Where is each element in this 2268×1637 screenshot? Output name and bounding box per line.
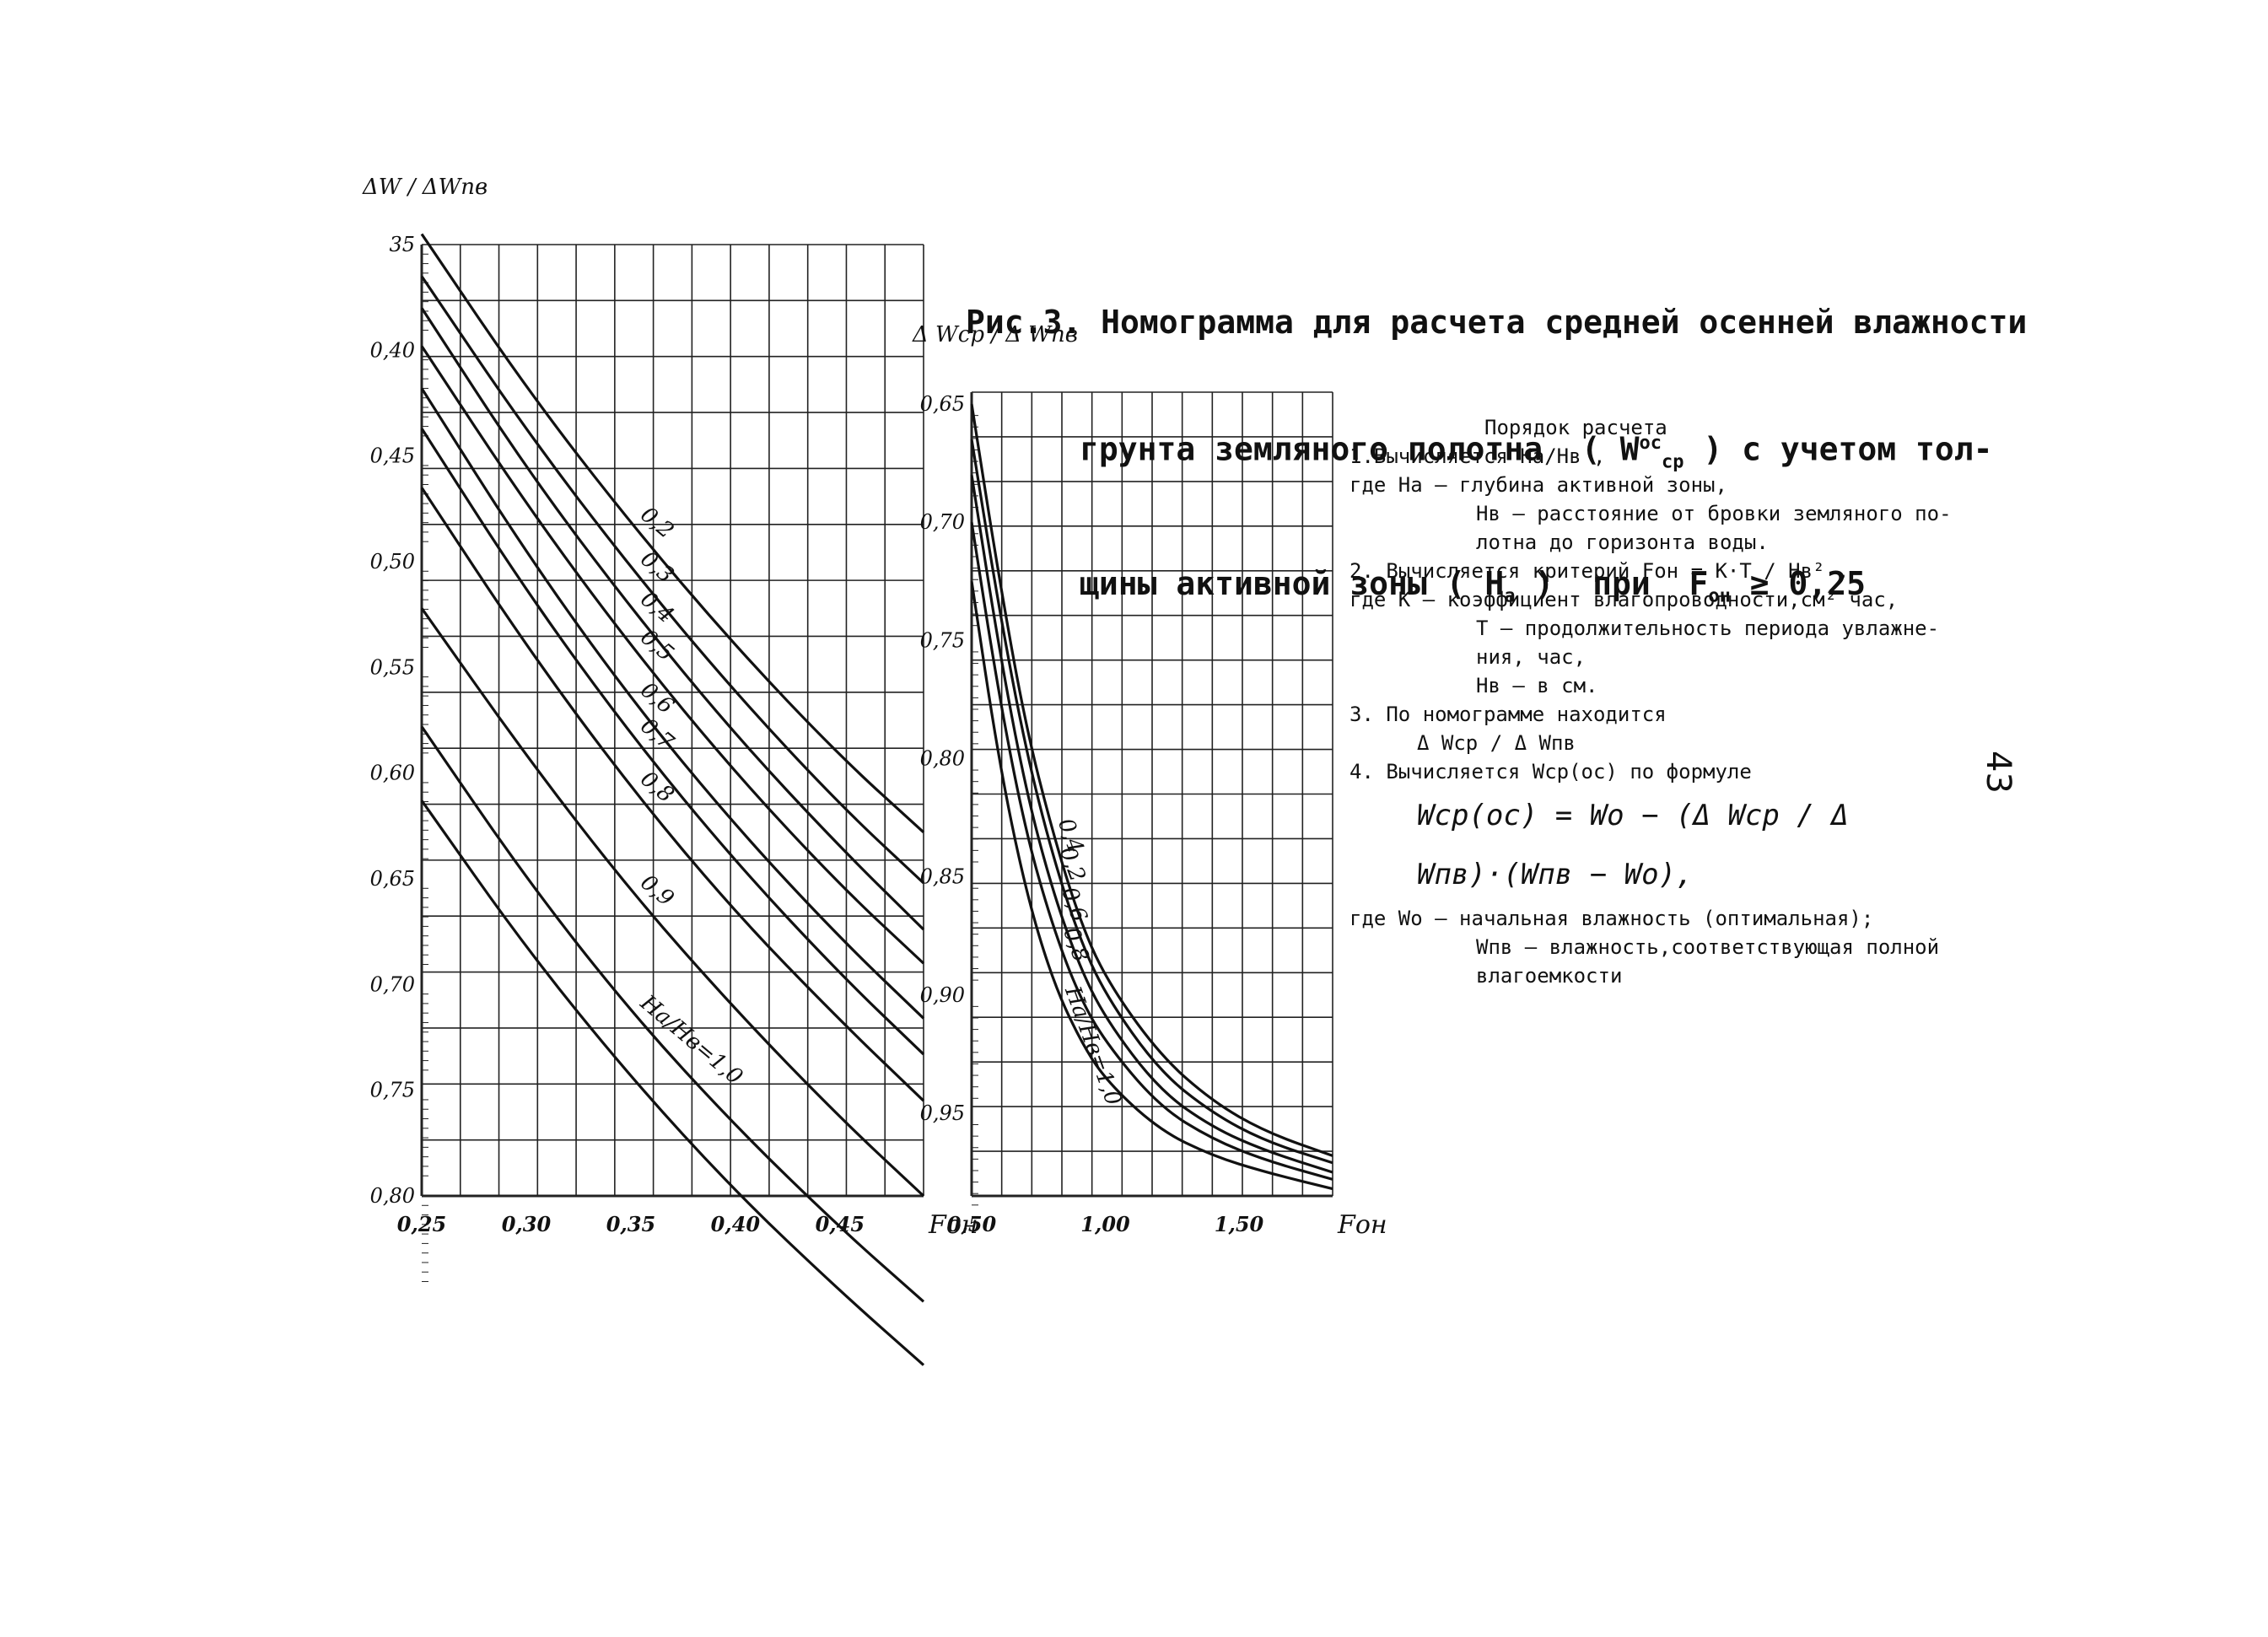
procedure-step-3-fraction: Δ Wср / Δ Wпв (1417, 731, 1576, 755)
x-tick-label: 0,40 (711, 1212, 761, 1236)
procedure-def-4b: Wпв – влажность,соответствующая полной (1476, 935, 1940, 959)
x-tick-label: 0,25 (397, 1212, 446, 1236)
procedure-formula: Wср(ос) = Wо − (Δ Wср / Δ Wпв)·(Wпв − Wо… (1417, 799, 1849, 891)
curve-label: 0,9 (635, 870, 678, 912)
curve-series-line (420, 725, 925, 1303)
curve-series-line (420, 387, 925, 1020)
curve-series-line (420, 307, 925, 931)
y-tick-label: 0,65 (370, 867, 415, 891)
procedure-step-1: 1.Вычисляется Hа/Hв , (1349, 444, 1606, 468)
x-axis-label: Fон (1337, 1210, 1387, 1240)
x-tick-label: 0,30 (502, 1212, 552, 1236)
procedure-def-1c: лотна до горизонта воды. (1476, 530, 1769, 554)
procedure-def-1b: Hв – расстояние от бровки земляного по- (1476, 502, 1952, 525)
procedure-step-3: 3. По номограмме находится (1349, 703, 1667, 726)
y-tick-label: 0,95 (920, 1101, 965, 1125)
procedure-def-2c: ния, час, (1476, 645, 1587, 669)
left-nomogram: 35 0,40 0,45 0,50 0,55 0,60 0,65 0,70 0,75 0,80 0,… (362, 175, 978, 1366)
x-tick-label: 0,35 (606, 1212, 655, 1236)
y-axis-label: ΔW / ΔWпв (362, 175, 488, 200)
procedure-def-2d: Hв – в см. (1476, 674, 1598, 697)
procedure-def-1a: где Hа – глубина активной зоны, (1349, 473, 1727, 497)
curve-series-line (420, 428, 925, 1056)
x-tick-label: 1,50 (1215, 1212, 1264, 1236)
title-line-3: щины активной зоны ( Hа ) при Fон ≥ 0,25 (1080, 565, 1867, 607)
y-tick-label: 0,75 (920, 628, 965, 652)
y-tick-label: 0,85 (920, 865, 965, 889)
title-line-1: Рис.3. Номограмма для расчета средней ос… (966, 304, 2028, 341)
y-tick-label: 0,75 (370, 1079, 415, 1102)
y-axis-label: Δ Wср / Δ Wпв (912, 322, 1078, 347)
procedure-def-4a: где Wо – начальная влажность (оптимальна… (1349, 907, 1874, 930)
y-tick-label: 0,45 (370, 444, 415, 468)
figure-title: Рис.3. Номограмма для расчета средней ос… (966, 221, 2027, 658)
procedure-def-4c: влагоемкости (1476, 964, 1623, 988)
page-number: 43 (1979, 751, 2017, 794)
x-tick-label: 0,45 (816, 1212, 865, 1236)
y-tick-label: 0,90 (920, 983, 965, 1007)
curve-series-line (970, 439, 1333, 1165)
y-tick-label: 35 (389, 233, 415, 256)
procedure-def-2a: где К – коэффициент влагопроводности,см²… (1349, 588, 1899, 611)
curve-series-line (970, 474, 1333, 1174)
procedure-def-2b: T – продолжительность периода увлажне- (1476, 617, 1940, 640)
x-tick-label: 0,50 (947, 1212, 997, 1236)
calculation-procedure: Порядок расчета 1.Вычисляется Hа/Hв , гд… (1349, 413, 2016, 990)
y-tick-label: 0,80 (370, 1184, 415, 1208)
x-tick-label: 1,00 (1080, 1212, 1130, 1236)
right-nomogram: 0,65 0,70 0,75 0,80 0,85 0,90 0,95 0,50 1,00 1,50… (912, 322, 1387, 1240)
y-tick-label: 0,70 (370, 972, 415, 996)
x-axis-label: Fон (928, 1210, 978, 1240)
y-tick-label: 0,70 (920, 510, 965, 534)
curve-series-line (970, 521, 1333, 1181)
curve-series-line (420, 345, 925, 965)
curve-series-line (420, 275, 925, 885)
procedure-step-2: 2. Вычисляется критерий Fон = К·T / Hв² … (1349, 559, 1850, 583)
curve-series-line (970, 403, 1333, 1157)
y-tick-label: 0,60 (370, 762, 415, 785)
procedure-step-4: 4. Вычисляется Wср(ос) по формуле (1349, 760, 1752, 783)
y-tick-label: 0,40 (370, 338, 415, 362)
y-tick-label: 0,80 (920, 746, 965, 770)
y-tick-label: 0,55 (370, 655, 415, 679)
curve-series-line (420, 607, 925, 1198)
curve-series-line (420, 233, 925, 834)
procedure-heading: Порядок расчета (1484, 416, 1667, 439)
title-line-2: грунта земляного полотна ( Wосср ) с уче… (1080, 430, 1993, 473)
curve-series-line (420, 487, 925, 1102)
curve-series-line (970, 580, 1333, 1191)
y-tick-label: 0,50 (370, 550, 415, 573)
y-tick-label: 0,65 (920, 392, 965, 416)
curve-series-line (420, 800, 925, 1366)
